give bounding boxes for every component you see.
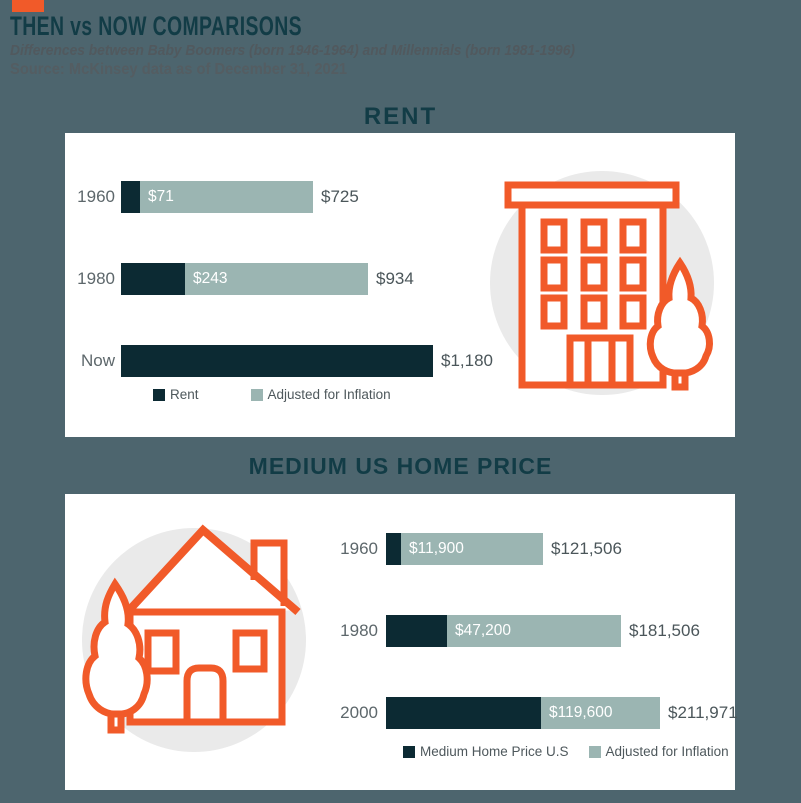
rent-bar-chart: 1960 $71 $725 1980 $243 $934 Now $1,180 — [65, 181, 493, 427]
category-label: 1980 — [340, 621, 378, 640]
bar: $47,200 — [386, 615, 621, 647]
bar: $243 — [121, 263, 368, 295]
legend-swatch — [588, 745, 601, 758]
legend-label: Rent — [170, 387, 199, 402]
bar-segment-primary — [386, 533, 401, 565]
bar-segment-primary — [121, 181, 140, 213]
bar-value-label: $71 — [148, 188, 174, 205]
bar: $71 — [121, 181, 313, 213]
bar-row: 2000 $119,600 $211,971 — [313, 697, 738, 729]
bar-segment-primary — [121, 263, 185, 295]
legend-item: Medium Home Price U.S — [403, 744, 569, 759]
category-label: 2000 — [340, 703, 378, 722]
bar-row: 1980 $243 $934 — [65, 263, 493, 295]
home-price-section-title: MEDIUM US HOME PRICE — [248, 453, 553, 479]
bar: $119,600 — [386, 697, 660, 729]
bar-total-label: $211,971 — [668, 703, 738, 722]
bar-row: 1960 $11,900 $121,506 — [313, 533, 738, 565]
home-price-legend: Medium Home Price U.S Adjusted for Inflat… — [403, 744, 729, 759]
bar-row: 1980 $47,200 $181,506 — [313, 615, 738, 647]
category-label: 1980 — [77, 269, 115, 288]
legend-swatch — [403, 745, 415, 758]
legend-swatch — [153, 388, 165, 401]
bar-segment-primary — [386, 697, 541, 729]
legend-label: Adjusted for Inflation — [605, 744, 729, 759]
legend-item: Rent — [153, 387, 199, 402]
category-label: 1960 — [340, 539, 378, 558]
category-label: 1960 — [77, 187, 115, 206]
rent-chart-panel: 1960 $71 $725 1980 $243 $934 Now $1,180 Rent Adj… — [65, 133, 735, 437]
rent-section-title: RENT — [363, 103, 438, 130]
bar-value-label: $11,900 — [409, 540, 464, 557]
bar-value-label: $47,200 — [455, 622, 512, 639]
page-title: THEN vs NOW COMPARISONS — [10, 11, 302, 41]
legend-item: Adjusted for Inflation — [588, 744, 729, 759]
bar-row: 1960 $71 $725 — [65, 181, 493, 213]
bar-total-label: $121,506 — [551, 539, 622, 558]
accent-square — [12, 0, 44, 12]
legend-label: Medium Home Price U.S — [420, 744, 569, 759]
home-price-chart-panel: 1960 $11,900 $121,506 1980 $47,200 $181,506 20… — [65, 494, 738, 790]
rent-legend: Rent Adjusted for Inflation — [153, 387, 391, 402]
legend-swatch — [250, 388, 263, 401]
bar-segment-primary — [386, 615, 447, 647]
bar-value-label: $243 — [193, 270, 228, 287]
apartment-building-icon — [480, 160, 730, 420]
bar — [121, 345, 433, 377]
category-label: Now — [80, 351, 115, 370]
bar-row: Now $1,180 — [65, 345, 493, 377]
bar-total-label: $1,180 — [441, 351, 493, 370]
bar-value-label: $119,600 — [549, 704, 613, 721]
legend-label: Adjusted for Inflation — [267, 387, 391, 402]
house-icon — [60, 500, 340, 780]
bar-total-label: $725 — [321, 187, 359, 206]
bar: $11,900 — [386, 533, 543, 565]
home-price-bar-chart: 1960 $11,900 $121,506 1980 $47,200 $181,506 20… — [313, 533, 738, 779]
bar-total-label: $934 — [376, 269, 414, 288]
legend-item: Adjusted for Inflation — [250, 387, 391, 402]
bar-total-label: $181,506 — [629, 621, 700, 640]
source-note: Source: McKinsey data as of December 31,… — [10, 61, 348, 78]
page-subtitle: Differences between Baby Boomers (born 1… — [10, 42, 575, 59]
